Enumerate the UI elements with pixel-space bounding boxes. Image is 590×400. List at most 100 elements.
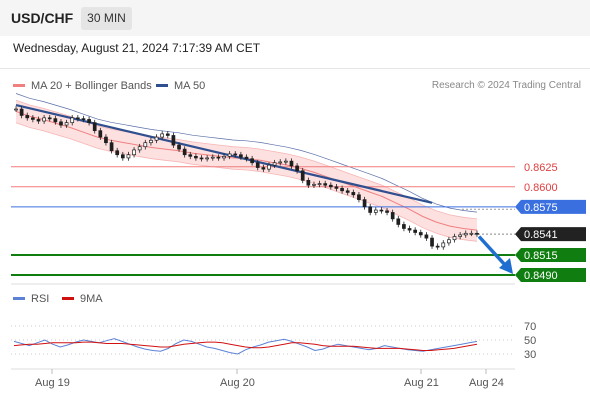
candle-body [120,154,125,159]
x-tick-label: Aug 21 [404,377,439,389]
candle-body [177,144,181,150]
legend-rsi-ma: 9MA [62,293,103,305]
legend-rsi-label: RSI [31,293,50,305]
candle-body [59,121,63,126]
top-bar: USD/CHF 30 MIN [0,0,590,36]
legend-rsi-ma-label: 9MA [80,293,103,305]
candle-body [261,167,266,170]
candle-body [317,183,322,185]
candle-body [47,117,52,120]
candle-body [328,184,333,188]
candle-body [149,139,153,144]
candle-body [385,210,389,213]
bollinger-band-area [16,100,477,242]
candle-body [255,162,260,168]
candle-body [244,156,249,160]
candle-body [351,192,356,196]
candle-body [300,170,305,181]
candle-body [373,209,378,213]
candle-body [227,153,232,157]
candle-body [424,234,429,239]
candle-body [452,236,457,241]
legend-ma50-label: MA 50 [174,80,206,92]
level-label-0.8600: 0.8600 [524,182,558,194]
candle-body [222,155,226,159]
candle-body [362,199,367,208]
x-tick-label: Aug 20 [220,377,255,389]
legend-bollinger-label: MA 20 + Bollinger Bands [31,80,152,92]
legend-bollinger: MA 20 + Bollinger Bands [13,80,152,92]
candle-body [137,146,142,151]
candle-body [53,118,58,123]
level-label-0.8515: 0.8515 [524,250,558,262]
candle-body [345,190,350,193]
candle-body [199,157,204,160]
candle-body [267,164,271,170]
level-label-0.8490: 0.8490 [524,270,558,282]
candle-body [160,133,165,138]
candle-body [475,232,479,235]
timestamp: Wednesday, August 21, 2024 7:17:39 AM CE… [13,41,261,55]
legend-bollinger-swatch [13,83,25,87]
candle-body [396,218,401,225]
candle-body [194,155,198,159]
candle-body [435,245,440,248]
candle-body [233,153,238,156]
level-label-0.8575: 0.8575 [524,202,558,214]
divider [0,68,590,69]
candle-body [154,136,159,141]
candle-body [64,122,69,126]
candle-body [188,154,193,157]
candle-body [205,157,209,160]
candle-body [87,119,91,124]
candle-body [92,122,97,132]
timeframe-button[interactable]: 30 MIN [81,7,132,30]
candle-body [278,161,283,164]
rsi-level-label-30: 30 [524,349,536,361]
candle-body [463,232,468,236]
legend-rsi-ma-swatch [62,296,74,300]
candle-body [19,108,24,116]
legend-rsi: RSI [13,293,49,305]
candle-body [441,242,446,248]
legend-rsi-swatch [13,296,25,300]
candle-body [115,150,120,156]
candle-body [182,148,187,156]
candle-body [14,108,18,111]
candle-body [430,237,434,247]
candle-body [104,136,108,144]
rsi-line [13,338,478,355]
candle-body [75,117,80,120]
candle-body [312,184,316,186]
candle-body [36,119,41,122]
level-label-0.8625: 0.8625 [524,162,558,174]
candle-body [323,183,328,186]
level-badge-0.8515 [515,247,586,262]
candle-body [289,160,294,167]
candle-body [357,194,361,200]
candle-body [216,156,221,159]
candle-body [402,224,406,229]
level-badge-0.8490 [515,267,586,282]
candle-body [70,117,75,124]
candle-body [469,232,474,235]
level-badge-0.8575 [515,199,586,214]
candle-body [379,209,384,212]
x-tick-label: Aug 24 [469,377,504,389]
candle-body [171,135,176,146]
candle-body [109,142,114,152]
candle-body [132,149,136,156]
level-badge-0.8541 [515,227,586,242]
candle-body [210,156,215,159]
candle-body [295,165,299,172]
candle-body [447,239,451,244]
rsi-level-label-50: 50 [524,335,536,347]
rsi-level-label-70: 70 [524,321,536,333]
credit-text: Research © 2024 Trading Central [431,80,581,91]
candle-body [250,158,254,164]
bollinger-lower [15,122,478,242]
candle-body [334,186,339,189]
candle-body [239,154,243,158]
candle-body [418,232,423,236]
